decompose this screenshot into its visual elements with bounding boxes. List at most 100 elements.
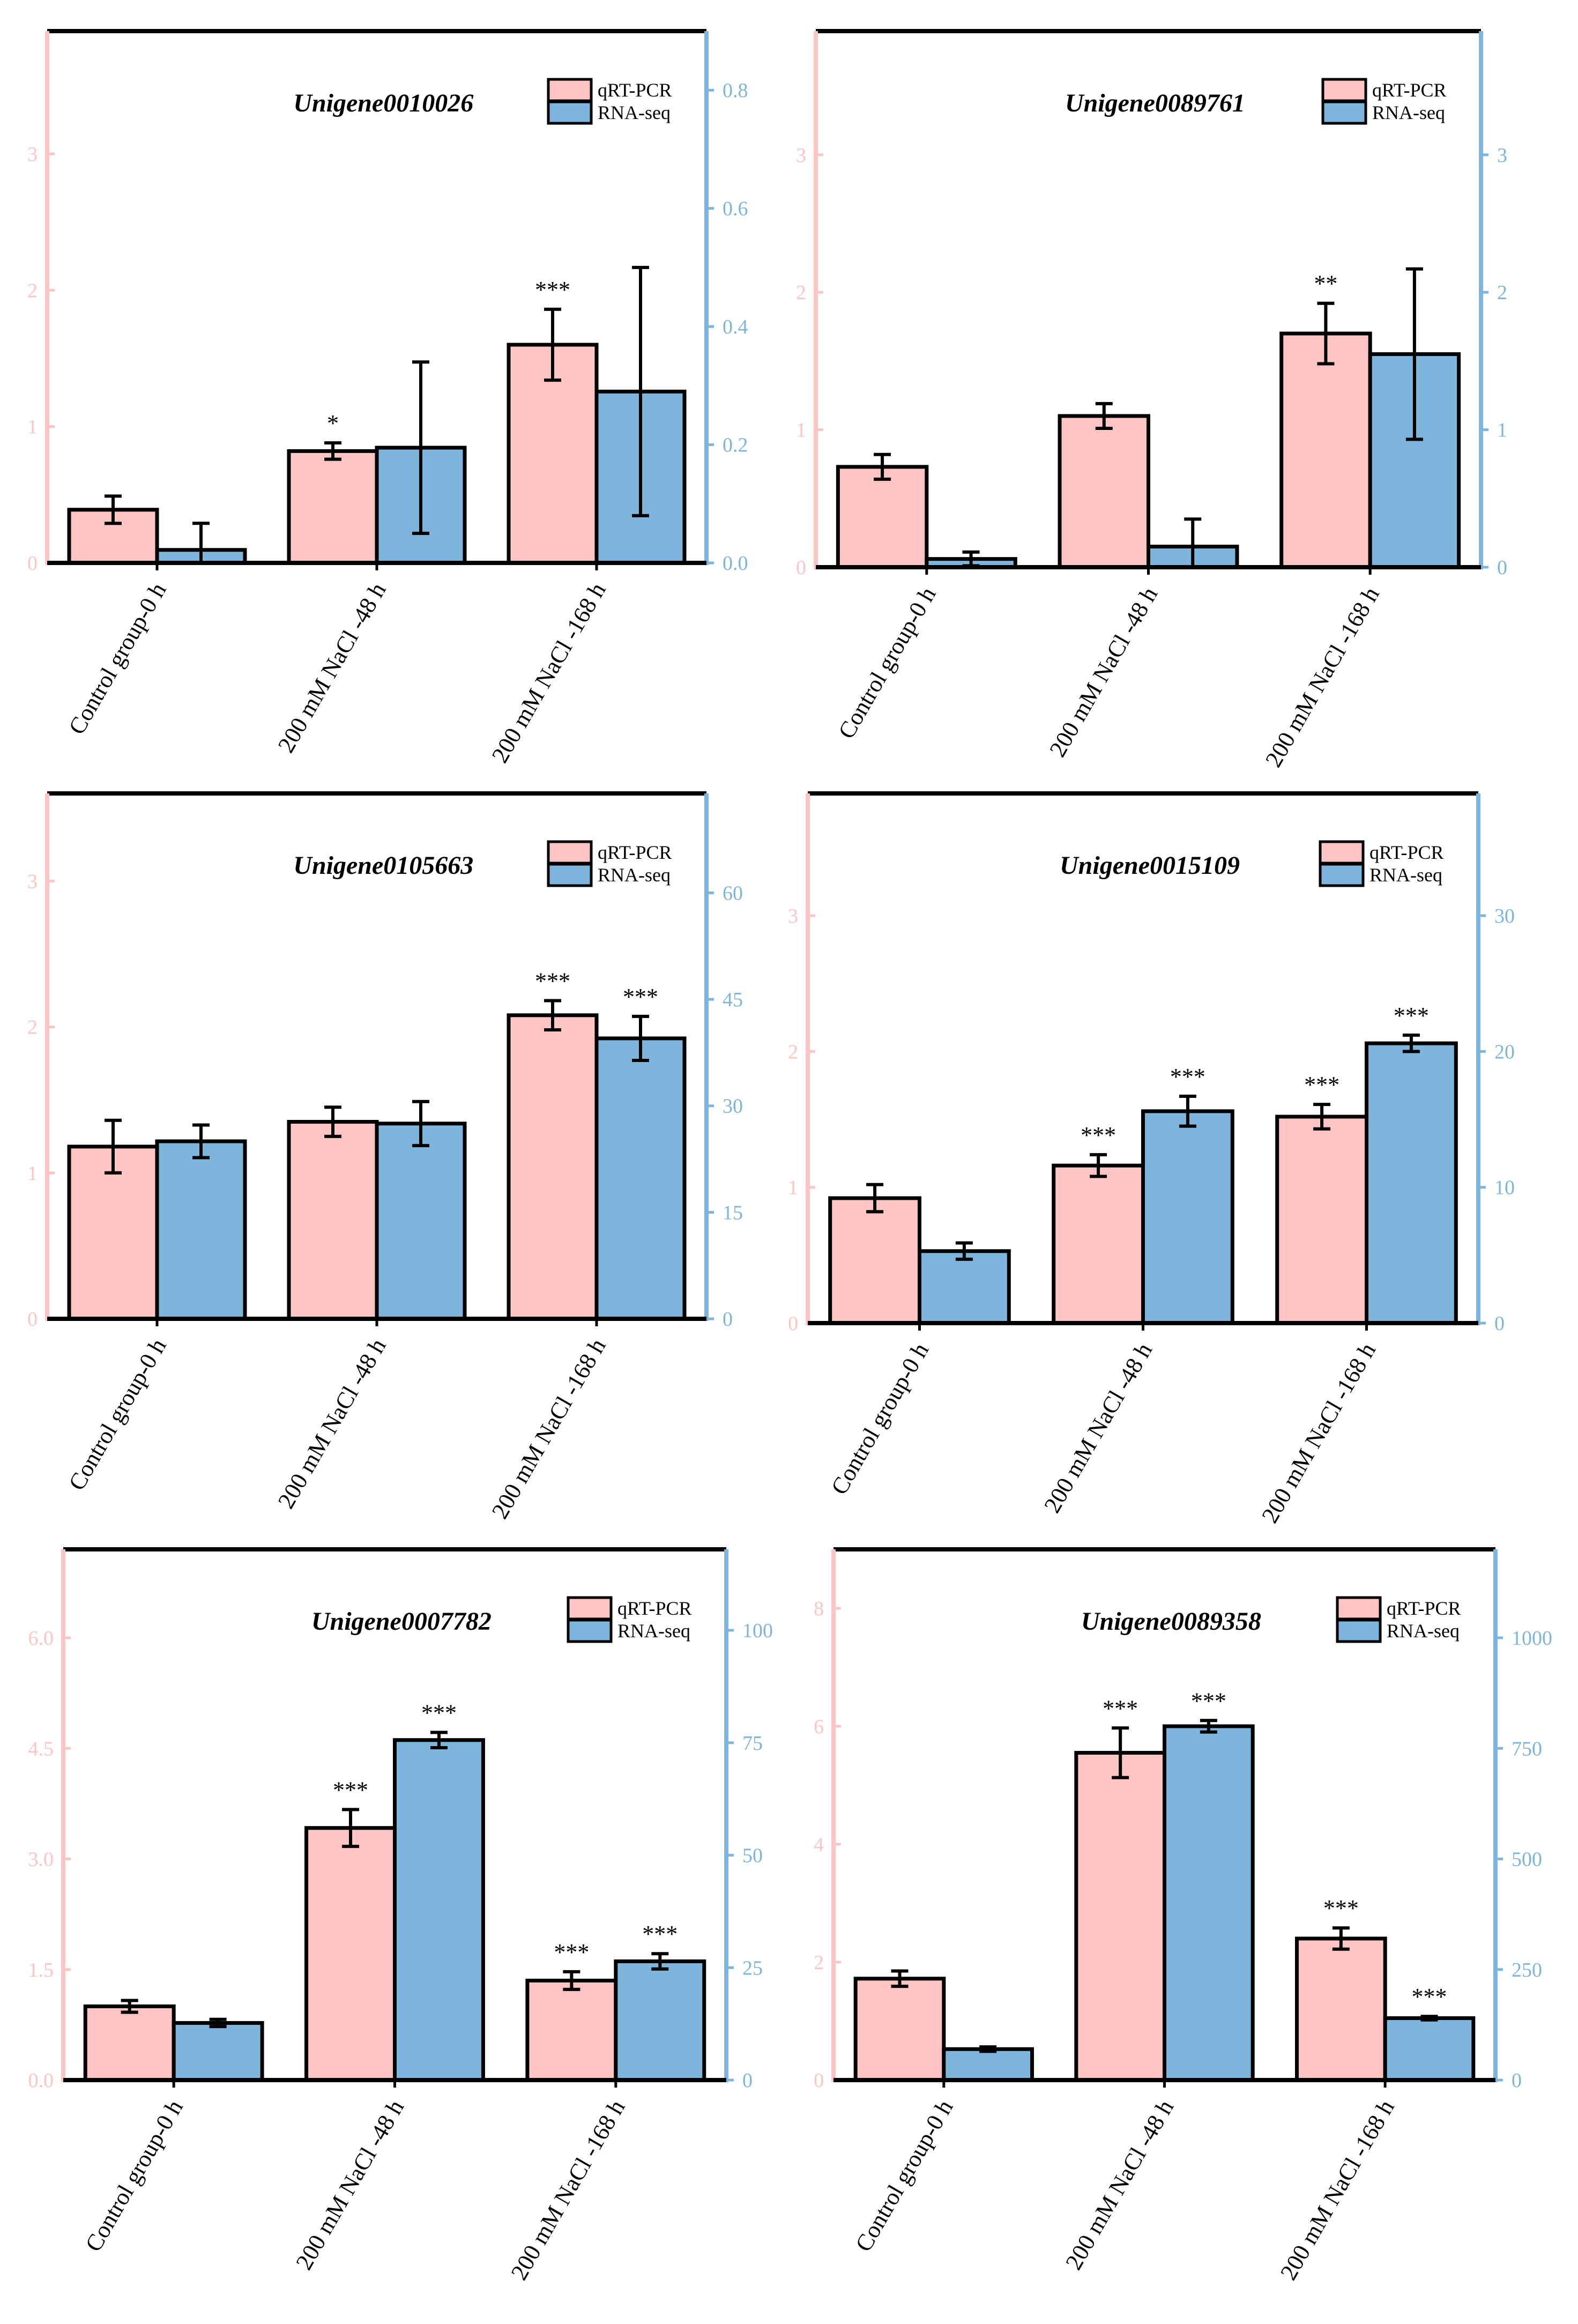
qrt-pcr-bar xyxy=(304,1826,397,2082)
significance-label: *** xyxy=(421,1699,457,1726)
chart-title: Unigene0015109 xyxy=(1060,851,1240,880)
significance-label: *** xyxy=(1323,1895,1359,1921)
left-y-tick-label: 1 xyxy=(27,1162,38,1185)
right-y-tick-label: 750 xyxy=(1512,1738,1542,1760)
right-y-tick-label: 0.8 xyxy=(723,79,748,102)
chart-title: Unigene0089358 xyxy=(1081,1607,1261,1636)
qrt-pcr-bar xyxy=(1275,1115,1368,1325)
legend-swatch-rna-seq xyxy=(1336,1618,1382,1643)
legend-label-qrt-pcr: qRT-PCR xyxy=(1387,1598,1461,1619)
x-category-label: Control group-0 h xyxy=(826,1339,934,1499)
left-y-tick-label: 1 xyxy=(27,416,38,439)
qrt-pcr-bar xyxy=(287,449,379,565)
left-y-tick-label: 3 xyxy=(27,143,38,166)
x-category-label: Control group-0 h xyxy=(63,1334,171,1495)
right-y-tick-label: 250 xyxy=(1512,1959,1542,1981)
legend-label-rna-seq: RNA-seq xyxy=(1369,864,1442,886)
legend-swatch-rna-seq xyxy=(547,100,593,125)
right-y-tick-label: 10 xyxy=(1494,1177,1515,1199)
right-y-tick-label: 45 xyxy=(723,989,743,1011)
left-y-tick-label: 0 xyxy=(27,1308,38,1331)
right-y-tick-label: 0 xyxy=(1512,2069,1522,2092)
left-y-tick-label: 3 xyxy=(788,905,798,927)
significance-label: *** xyxy=(1304,1072,1339,1098)
left-y-tick-label: 8 xyxy=(814,1598,824,1620)
qrt-pcr-bar xyxy=(1052,1163,1145,1325)
right-y-tick-label: 50 xyxy=(742,1845,763,1867)
legend-swatch-qrt-pcr xyxy=(1336,1596,1382,1621)
legend-label-qrt-pcr: qRT-PCR xyxy=(617,1598,692,1619)
chart-panel-1: 0 1 2 3 0.0 0.2 0.4 0.6 0.8 Control group-0 h * 200… xyxy=(27,29,748,767)
x-category-label: 200 mM NaCl -48 h xyxy=(273,578,391,758)
right-y-tick-label: 75 xyxy=(742,1732,763,1755)
left-y-tick-label: 6.0 xyxy=(28,1627,54,1650)
qrt-pcr-bar xyxy=(1058,414,1150,569)
rna-seq-bar xyxy=(918,1249,1011,1325)
significance-label: *** xyxy=(1412,1984,1447,2010)
left-y-tick-label: 2 xyxy=(796,281,806,304)
left-y-tick-label: 2 xyxy=(27,1016,38,1039)
right-y-tick-label: 0.6 xyxy=(723,198,748,220)
chart-title: Unigene0105663 xyxy=(293,851,473,880)
rna-seq-bar xyxy=(375,1122,467,1321)
legend-swatch-rna-seq xyxy=(567,1618,613,1643)
rna-seq-bar xyxy=(1163,1724,1255,2082)
rna-seq-bar xyxy=(594,1036,687,1321)
significance-label: *** xyxy=(642,1921,678,1947)
chart-panel-2: 0 1 2 3 0 1 2 3 Control group-0 h 200 mM NaCl -48… xyxy=(796,29,1507,771)
qrt-pcr-bar xyxy=(1279,331,1372,569)
qrt-pcr-bar xyxy=(836,465,929,569)
legend-swatch-qrt-pcr xyxy=(1321,78,1367,102)
right-y-tick-label: 20 xyxy=(1494,1041,1515,1063)
chart-title: Unigene0010026 xyxy=(293,89,473,117)
x-category-label: 200 mM NaCl -168 h xyxy=(506,2096,630,2285)
qrt-pcr-bar xyxy=(287,1120,379,1321)
legend-label-rna-seq: RNA-seq xyxy=(1372,102,1445,123)
rna-seq-bar xyxy=(1383,2016,1476,2082)
legend-swatch-rna-seq xyxy=(547,863,593,887)
chart-title: Unigene0089761 xyxy=(1065,89,1245,117)
qrt-pcr-bar xyxy=(853,1977,946,2082)
legend-label-rna-seq: RNA-seq xyxy=(598,102,671,123)
rna-seq-bar xyxy=(393,1738,485,2082)
significance-label: ** xyxy=(1314,271,1337,297)
significance-label: *** xyxy=(1191,1688,1226,1714)
rna-seq-bar xyxy=(1365,1041,1458,1325)
qrt-pcr-bar xyxy=(828,1196,921,1325)
qrt-pcr-bar xyxy=(1074,1751,1167,2082)
right-y-tick-label: 500 xyxy=(1512,1848,1542,1871)
left-y-tick-label: 3.0 xyxy=(28,1848,54,1871)
right-y-tick-label: 100 xyxy=(742,1620,773,1642)
left-y-tick-label: 2 xyxy=(788,1041,798,1063)
right-y-tick-label: 30 xyxy=(723,1095,743,1118)
right-y-tick-label: 0 xyxy=(742,2069,753,2092)
legend-label-rna-seq: RNA-seq xyxy=(598,864,671,886)
legend-label-rna-seq: RNA-seq xyxy=(1387,1620,1460,1642)
left-y-tick-label: 1.5 xyxy=(28,1959,54,1981)
significance-label: *** xyxy=(1081,1122,1116,1148)
significance-label: *** xyxy=(535,277,570,303)
right-y-tick-label: 3 xyxy=(1497,144,1507,167)
x-category-label: 200 mM NaCl -48 h xyxy=(273,1334,391,1513)
x-category-label: Control group-0 h xyxy=(63,578,171,739)
x-category-label: Control group-0 h xyxy=(80,2096,188,2256)
x-category-label: 200 mM NaCl -48 h xyxy=(1039,1339,1157,1518)
significance-label: *** xyxy=(1103,1695,1138,1721)
x-category-label: Control group-0 h xyxy=(850,2096,958,2256)
rna-seq-bar xyxy=(155,1139,247,1321)
rna-seq-bar xyxy=(172,2021,264,2082)
left-y-tick-label: 3 xyxy=(796,144,806,167)
rna-seq-bar xyxy=(614,1959,706,2082)
left-y-tick-label: 4 xyxy=(814,1833,824,1856)
legend-swatch-rna-seq xyxy=(1319,863,1365,887)
legend-swatch-qrt-pcr xyxy=(567,1596,613,1621)
right-y-tick-label: 25 xyxy=(742,1957,763,1979)
right-y-tick-label: 15 xyxy=(723,1201,743,1224)
right-y-tick-label: 30 xyxy=(1494,905,1515,927)
left-y-tick-label: 0 xyxy=(796,556,806,579)
right-y-tick-label: 0.0 xyxy=(723,552,748,575)
left-y-tick-label: 2 xyxy=(27,279,38,302)
left-y-tick-label: 0.0 xyxy=(28,2069,54,2092)
